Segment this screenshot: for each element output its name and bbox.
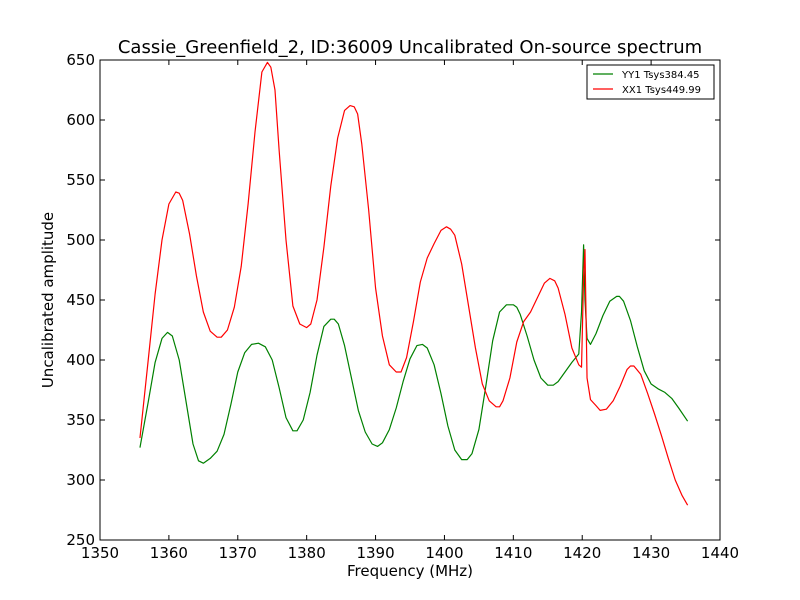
series-line-0 bbox=[139, 244, 689, 464]
x-tick-label: 1390 bbox=[356, 544, 394, 562]
x-tick-label: 1420 bbox=[563, 544, 601, 562]
x-tick-label: 1430 bbox=[632, 544, 670, 562]
y-tick-label: 250 bbox=[66, 531, 95, 549]
y-tick-label: 350 bbox=[66, 411, 95, 429]
x-tick-label: 1350 bbox=[81, 544, 119, 562]
x-tick-label: 1370 bbox=[219, 544, 257, 562]
series-line-1 bbox=[139, 61, 689, 506]
legend: YY1 Tsys384.45 XX1 Tsys449.99 bbox=[586, 64, 715, 100]
x-tick-label: 1360 bbox=[150, 544, 188, 562]
y-tick-label: 550 bbox=[66, 171, 95, 189]
legend-label-yy1: YY1 Tsys384.45 bbox=[621, 70, 700, 81]
chart-title: Cassie_Greenfield_2, ID:36009 Uncalibrat… bbox=[118, 37, 702, 58]
x-tick-label: 1380 bbox=[288, 544, 326, 562]
x-axis-ticks: 1350 1360 1370 1380 1390 1400 1410 1420 1430 1440 bbox=[81, 60, 739, 562]
y-axis-label: Uncalibrated amplitude bbox=[39, 212, 57, 388]
y-tick-label: 650 bbox=[66, 51, 95, 69]
y-tick-label: 300 bbox=[66, 471, 95, 489]
x-tick-label: 1410 bbox=[494, 544, 532, 562]
y-tick-label: 600 bbox=[66, 111, 95, 129]
y-tick-label: 400 bbox=[66, 351, 95, 369]
x-axis-label: Frequency (MHz) bbox=[347, 562, 473, 580]
x-tick-label: 1400 bbox=[425, 544, 463, 562]
x-tick-label: 1440 bbox=[701, 544, 739, 562]
y-tick-label: 500 bbox=[66, 231, 95, 249]
y-axis-ticks: 250 300 350 400 450 500 550 600 650 bbox=[66, 51, 720, 549]
series-layer bbox=[139, 61, 689, 506]
legend-box bbox=[586, 64, 715, 100]
y-tick-label: 450 bbox=[66, 291, 95, 309]
legend-label-xx1: XX1 Tsys449.99 bbox=[622, 85, 701, 96]
